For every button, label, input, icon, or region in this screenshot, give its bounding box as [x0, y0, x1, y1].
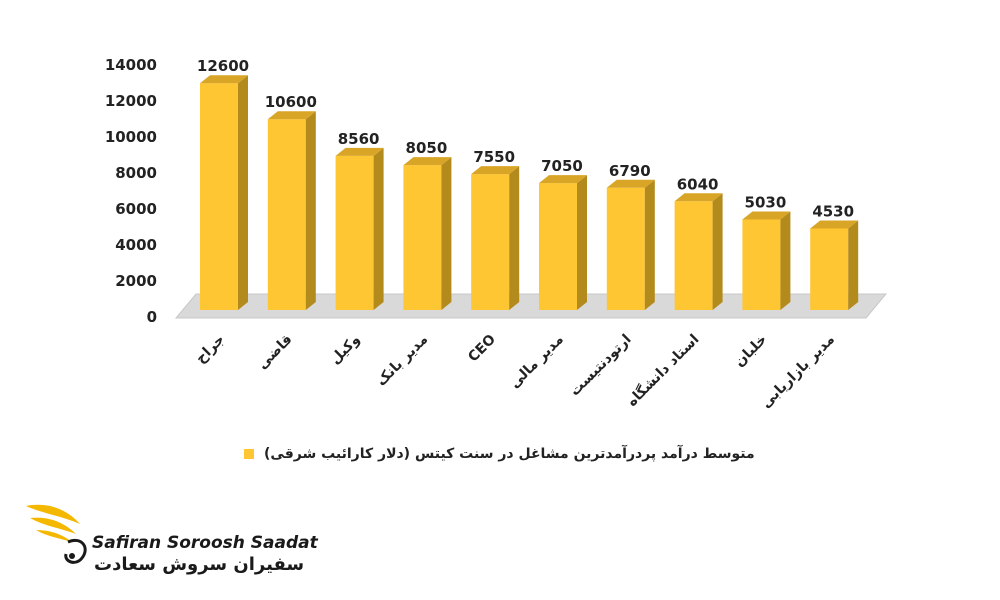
wing-logo-icon	[26, 504, 87, 564]
data-labels: 12600 10600 8560 8050 7550 7050 6790 6040 5030 45…	[197, 57, 854, 220]
brand-latin-name: Safiran Soroosh Saadat	[92, 533, 318, 553]
bar-side	[373, 147, 384, 310]
bar-top	[742, 211, 791, 220]
data-label: 6790	[609, 162, 651, 180]
bar-side	[441, 157, 452, 310]
data-label: 6040	[677, 175, 719, 193]
x-tick-label: جراح	[193, 332, 228, 367]
bar	[200, 83, 238, 310]
data-label: 10600	[265, 93, 317, 111]
bar	[606, 187, 645, 310]
bar	[539, 183, 577, 310]
bar-side	[712, 193, 723, 310]
bar-side	[577, 175, 587, 310]
y-tick-label: 8000	[115, 164, 157, 182]
bar-top	[267, 111, 316, 120]
bar	[674, 201, 713, 310]
legend-swatch	[244, 449, 254, 459]
x-tick-label: استاد دانشگاه	[623, 331, 702, 410]
x-tick-label: مدیر بازاریابی	[758, 332, 838, 412]
y-tick-label: 4000	[115, 236, 157, 254]
bar-side	[644, 179, 655, 310]
bar-top	[539, 175, 587, 184]
bar-side	[238, 75, 248, 310]
bars	[200, 75, 859, 310]
x-tick-label: وکیل	[327, 332, 363, 368]
bar-top	[200, 75, 248, 84]
y-tick-label: 10000	[105, 128, 157, 146]
legend: متوسط درآمد پردرآمدترین مشاغل در سنت کیت…	[244, 444, 764, 464]
y-axis-ticks: 0 2000 4000 6000 8000 10000 12000 14000	[105, 56, 157, 326]
data-label: 7050	[541, 157, 583, 175]
data-label: 8050	[406, 139, 448, 157]
x-tick-label: خلبان	[732, 332, 771, 371]
bar-top	[674, 193, 723, 202]
y-tick-label: 14000	[105, 56, 157, 74]
legend-label: متوسط درآمد پردرآمدترین مشاغل در سنت کیت…	[264, 446, 755, 462]
y-tick-label: 0	[147, 308, 157, 326]
y-tick-label: 2000	[115, 272, 157, 290]
bar-side	[780, 211, 791, 310]
x-tick-label: قاضی	[255, 332, 296, 373]
bar	[403, 165, 442, 310]
bar	[267, 119, 306, 310]
x-tick-label: ارتودنتیست	[567, 332, 635, 400]
bar	[810, 228, 849, 310]
x-tick-label: مدیر مالی	[507, 332, 567, 392]
y-tick-label: 12000	[105, 92, 157, 110]
bar-top	[403, 157, 452, 166]
bar-side	[305, 111, 316, 310]
bar	[335, 155, 374, 310]
y-tick-label: 6000	[115, 200, 157, 218]
bar-top	[335, 147, 384, 156]
x-axis-labels: جراح قاضی وکیل مدیر بانک CEO مدیر مالی ارتودنت…	[193, 331, 838, 412]
bar-top	[471, 166, 520, 175]
bar-side	[848, 220, 859, 310]
data-label: 5030	[745, 193, 787, 211]
data-label: 7550	[473, 148, 515, 166]
bar-top	[606, 179, 655, 188]
bar	[742, 219, 781, 310]
bar	[471, 174, 510, 310]
x-tick-label: مدیر بانک	[373, 332, 431, 390]
brand-persian-name: سفیران سروش سعادت	[94, 554, 305, 575]
bar-top	[810, 220, 859, 229]
bar-side	[509, 166, 520, 310]
data-label: 4530	[812, 202, 854, 220]
data-label: 8560	[338, 130, 380, 148]
data-label: 12600	[197, 57, 249, 75]
x-tick-label: CEO	[465, 331, 499, 365]
brand-logo: Safiran Soroosh Saadat سفیران سروش سعادت	[22, 496, 318, 576]
